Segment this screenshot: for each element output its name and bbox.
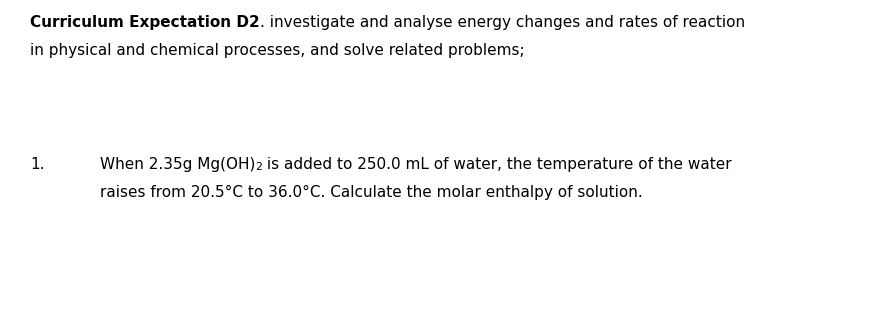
Text: Curriculum Expectation D2: Curriculum Expectation D2 [30,15,260,30]
Text: . investigate and analyse energy changes and rates of reaction: . investigate and analyse energy changes… [260,15,745,30]
Text: raises from 20.5°C to 36.0°C. Calculate the molar enthalpy of solution.: raises from 20.5°C to 36.0°C. Calculate … [100,185,643,200]
Text: 2: 2 [255,162,262,172]
Text: in physical and chemical processes, and solve related problems;: in physical and chemical processes, and … [30,43,525,58]
Text: 1.: 1. [30,157,44,172]
Text: is added to 250.0 mL of water, the temperature of the water: is added to 250.0 mL of water, the tempe… [262,157,732,172]
Text: When 2.35g Mg(OH): When 2.35g Mg(OH) [100,157,255,172]
